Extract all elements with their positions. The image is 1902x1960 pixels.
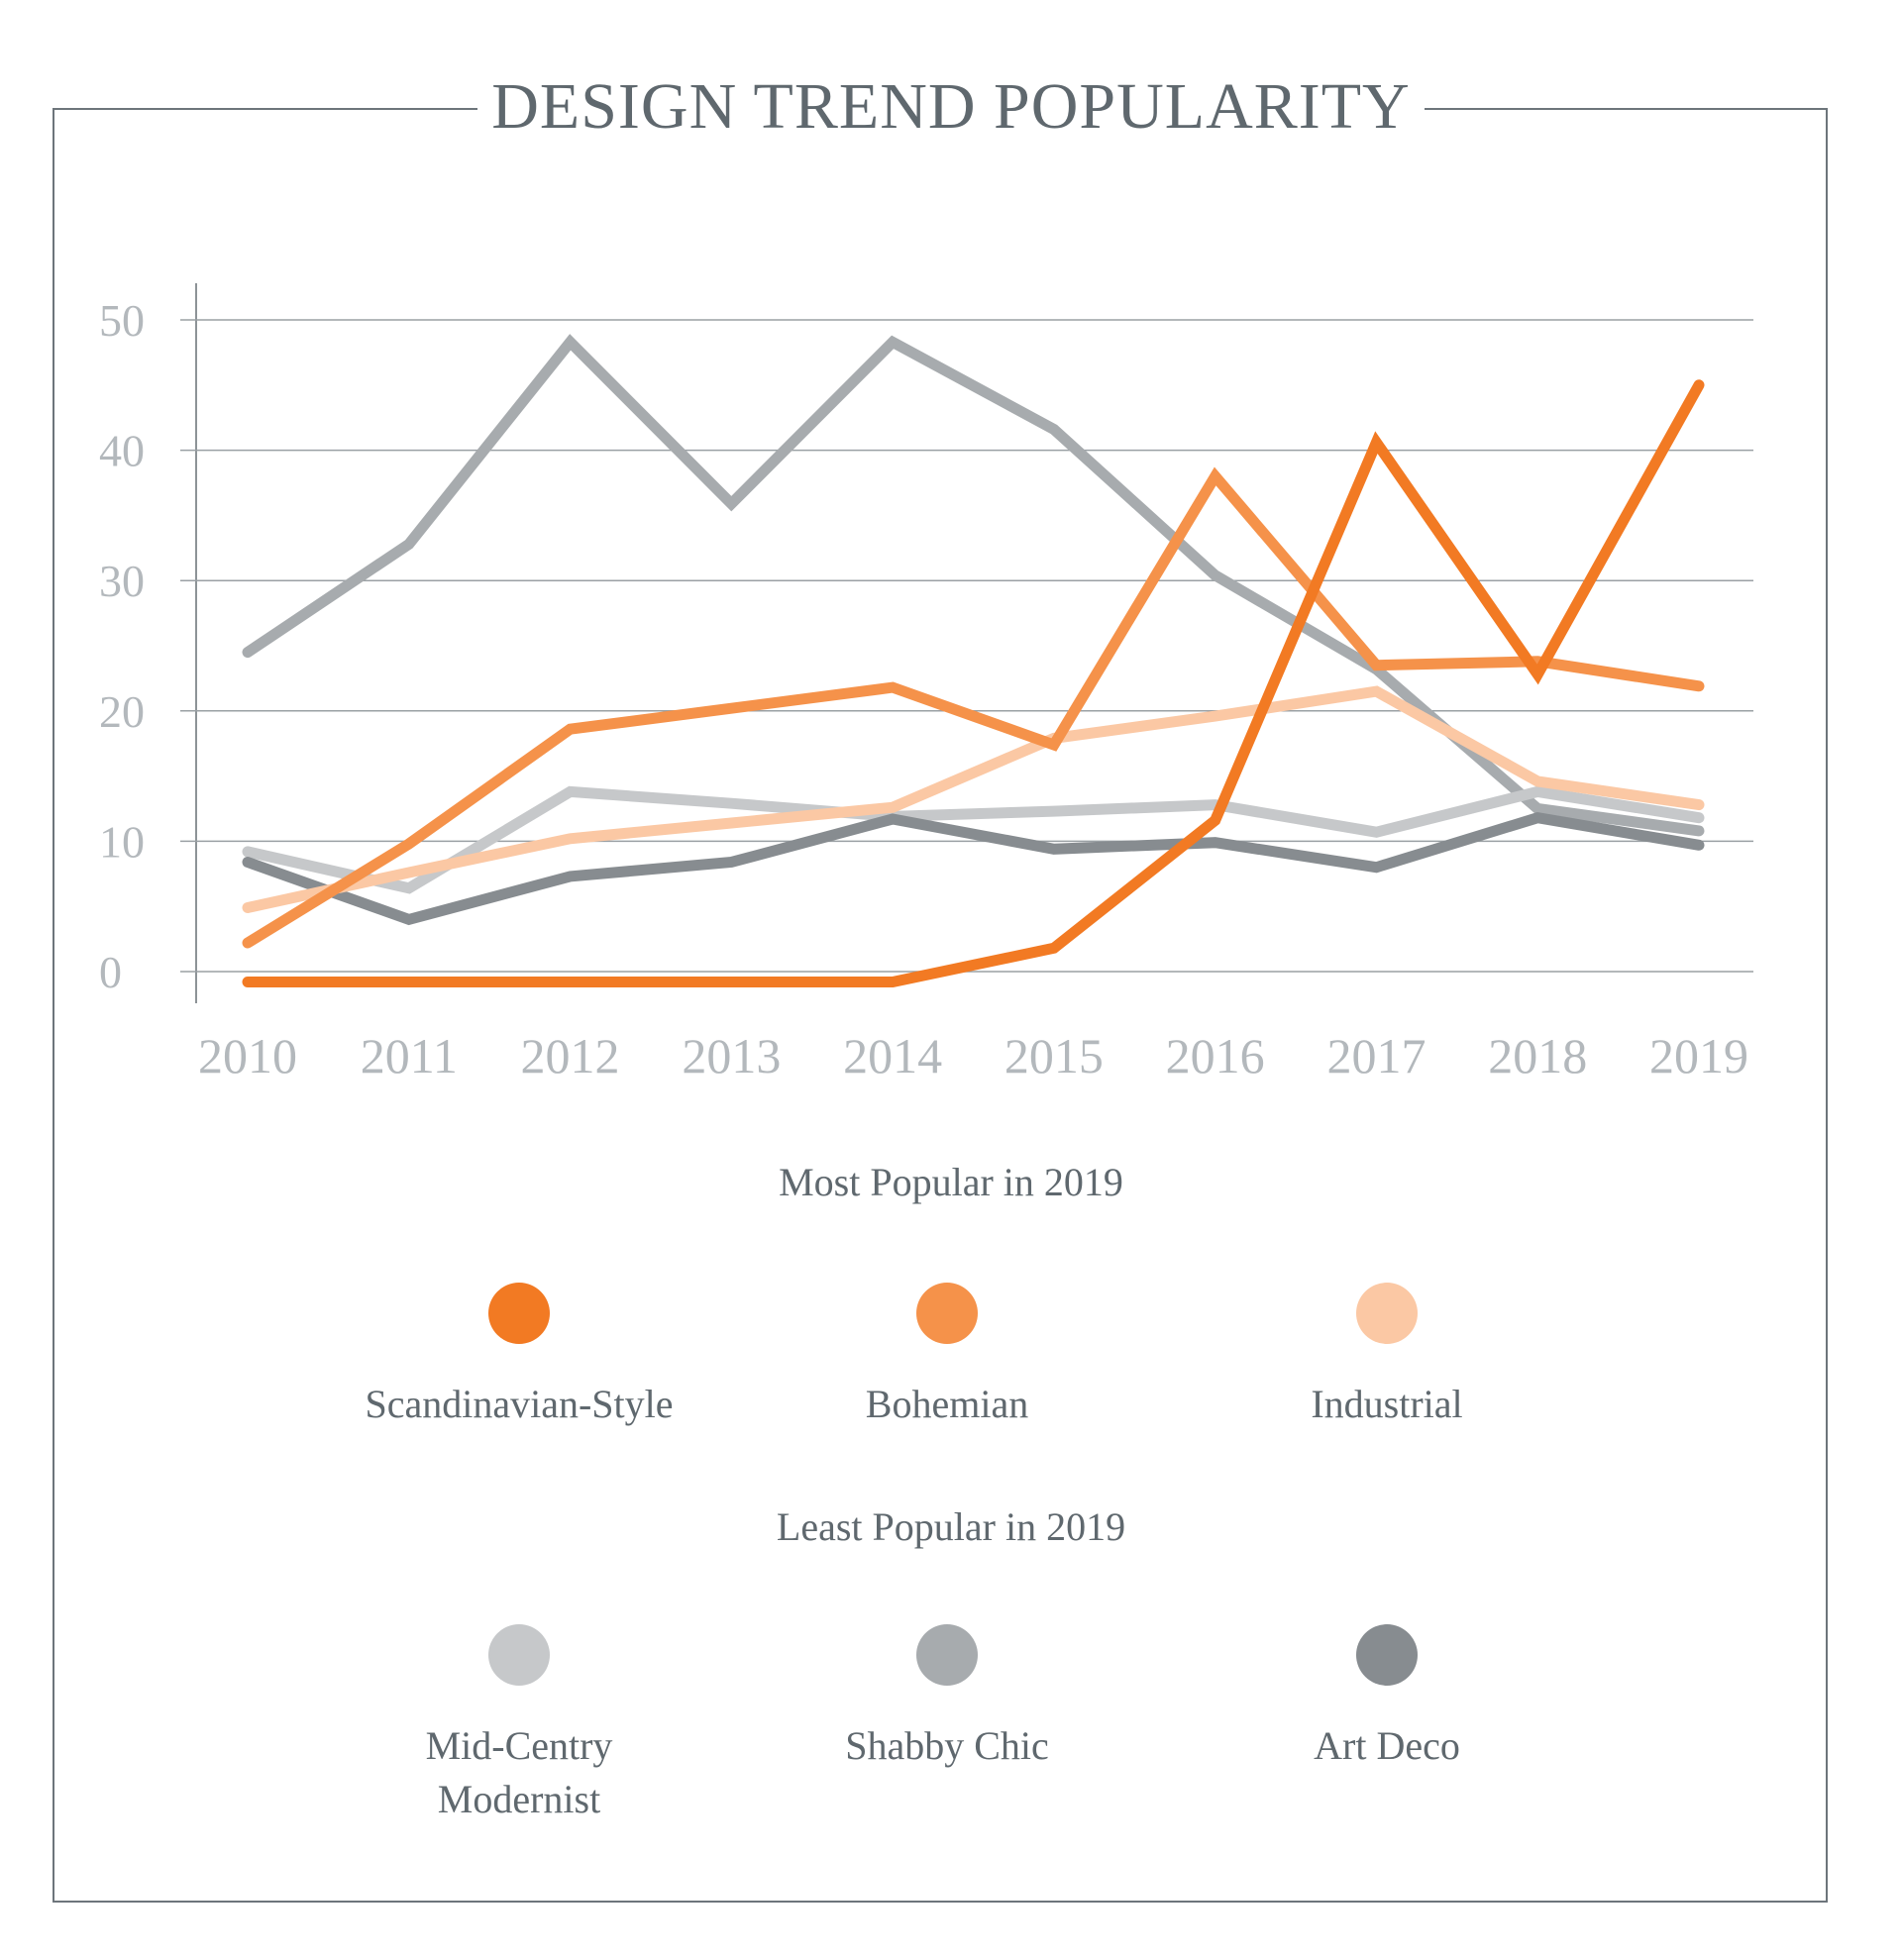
legend-dot <box>1356 1283 1418 1344</box>
legend-label: Mid-Centry Modernist <box>425 1723 613 1821</box>
legend-item-mid-centry-modernist: Mid-Centry Modernist <box>311 1624 727 1826</box>
legend-dot <box>488 1624 550 1686</box>
legend-dot <box>488 1283 550 1344</box>
x-tick-label: 2011 <box>361 1028 458 1083</box>
legend-item-scandinavian-style: Scandinavian-Style <box>311 1283 727 1431</box>
legend-item-shabby-chic: Shabby Chic <box>739 1624 1155 1773</box>
y-tick-label: 10 <box>99 816 145 867</box>
legend-label: Industrial <box>1311 1382 1463 1426</box>
legend-label: Art Deco <box>1314 1723 1460 1768</box>
x-tick-label: 2016 <box>1166 1028 1265 1083</box>
legend-item-bohemian: Bohemian <box>739 1283 1155 1431</box>
legend-item-art-deco: Art Deco <box>1179 1624 1595 1773</box>
y-tick-label: 0 <box>99 947 122 997</box>
series-line-scandinavian-style <box>242 379 1705 987</box>
legend-label: Bohemian <box>865 1382 1029 1426</box>
legend-item-industrial: Industrial <box>1179 1283 1595 1431</box>
legend-label: Scandinavian-Style <box>365 1382 674 1426</box>
x-tick-label: 2012 <box>521 1028 620 1083</box>
x-tick-label: 2015 <box>1004 1028 1104 1083</box>
legend-dot <box>1356 1624 1418 1686</box>
x-tick-label: 2010 <box>198 1028 297 1083</box>
y-tick-label: 40 <box>99 426 145 476</box>
series-line-bohemian <box>242 466 1705 949</box>
x-tick-label: 2019 <box>1649 1028 1748 1083</box>
y-tick-label: 50 <box>99 295 145 346</box>
legend-heading-least: Least Popular in 2019 <box>776 1504 1126 1549</box>
x-tick-label: 2018 <box>1488 1028 1587 1083</box>
y-tick-label: 20 <box>99 686 145 737</box>
legend-heading-most: Most Popular in 2019 <box>779 1160 1123 1204</box>
legend-label: Shabby Chic <box>845 1723 1049 1768</box>
series-line-art-deco <box>242 812 1705 926</box>
legend-dot <box>916 1283 978 1344</box>
chart-title: DESIGN TREND POPULARITY <box>477 63 1425 151</box>
series-line-mid-centry-modernist <box>242 785 1705 894</box>
legend-dot <box>916 1624 978 1686</box>
x-tick-label: 2013 <box>682 1028 781 1083</box>
x-tick-label: 2014 <box>843 1028 942 1083</box>
series-line-industrial <box>242 685 1705 913</box>
title-wrapper: DESIGN TREND POPULARITY <box>0 63 1902 151</box>
y-tick-label: 30 <box>99 556 145 606</box>
x-tick-label: 2017 <box>1326 1028 1426 1083</box>
